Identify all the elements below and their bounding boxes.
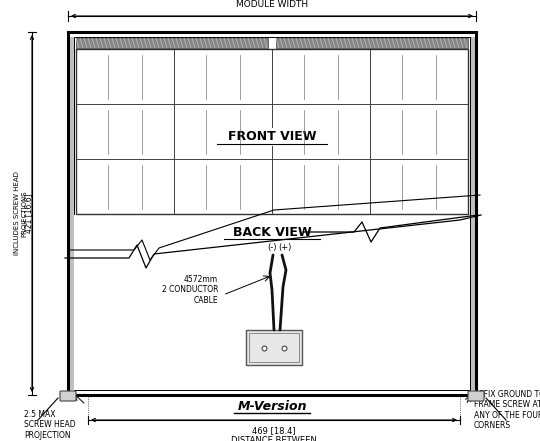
Text: FRONT VIEW: FRONT VIEW — [228, 130, 316, 143]
Bar — [272, 159, 370, 214]
Bar — [276, 38, 468, 48]
Text: M-Version: M-Version — [237, 400, 307, 414]
Bar — [69, 37, 74, 390]
Bar — [76, 49, 468, 214]
Bar — [272, 49, 370, 104]
Bar — [174, 104, 272, 159]
Text: 502 [19.8]
MODULE WIDTH: 502 [19.8] MODULE WIDTH — [236, 0, 308, 9]
Bar — [370, 104, 468, 159]
Text: 421 [16.6]: 421 [16.6] — [24, 194, 33, 233]
Bar — [68, 32, 476, 395]
Bar — [470, 37, 475, 390]
Text: BACK VIEW: BACK VIEW — [233, 227, 312, 239]
Bar — [76, 38, 268, 48]
Bar — [174, 49, 272, 104]
Text: 469 [18.4]
DISTANCE BETWEEN
SCREW MOUNTING SLOTS: 469 [18.4] DISTANCE BETWEEN SCREW MOUNTI… — [219, 426, 328, 441]
Bar — [272, 104, 370, 159]
Bar — [76, 159, 174, 214]
FancyBboxPatch shape — [60, 391, 76, 401]
Bar — [76, 104, 174, 159]
Bar — [174, 159, 272, 214]
Bar — [370, 49, 468, 104]
Text: INCLUDES SCREW HEAD
PROJECTIONS: INCLUDES SCREW HEAD PROJECTIONS — [15, 172, 28, 255]
Bar — [370, 159, 468, 214]
Text: AFFIX GROUND TO
FRAME SCREW AT
ANY OF THE FOUR
CORNERS: AFFIX GROUND TO FRAME SCREW AT ANY OF TH… — [474, 390, 540, 430]
Bar — [76, 49, 174, 104]
FancyBboxPatch shape — [468, 391, 484, 401]
Text: (-): (-) — [267, 243, 277, 252]
Text: (+): (+) — [278, 243, 292, 252]
Text: 4572mm
2 CONDUCTOR
CABLE: 4572mm 2 CONDUCTOR CABLE — [161, 275, 218, 305]
Bar — [74, 37, 470, 390]
Text: 2.5 MAX
SCREW HEAD
PROJECTION
4 PLACES: 2.5 MAX SCREW HEAD PROJECTION 4 PLACES — [24, 410, 76, 441]
Bar — [249, 333, 299, 362]
Bar — [74, 215, 470, 390]
Bar — [246, 330, 302, 365]
